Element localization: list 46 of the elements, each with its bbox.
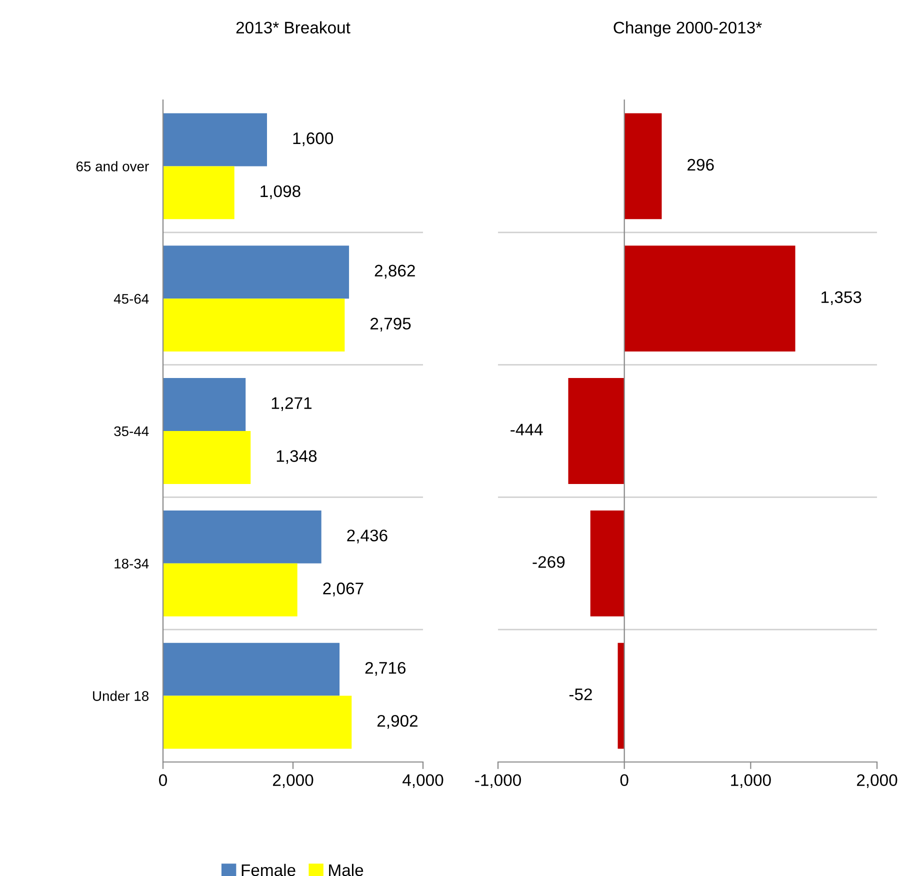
data-label: 2,067 bbox=[323, 582, 364, 596]
bar bbox=[163, 166, 234, 220]
y-tick-label: 35-44 bbox=[114, 426, 149, 436]
x-tick-label: 0 bbox=[159, 774, 167, 786]
x-tick-label: -1,000 bbox=[475, 774, 521, 788]
data-label: 1,271 bbox=[272, 397, 312, 411]
legend-label: Male bbox=[329, 864, 364, 876]
x-tick-label: 1,000 bbox=[731, 774, 771, 788]
data-label: -269 bbox=[532, 556, 565, 568]
bar bbox=[163, 696, 352, 749]
data-label: 1,600 bbox=[293, 132, 334, 146]
data-label: -444 bbox=[510, 424, 543, 436]
bar bbox=[163, 113, 267, 166]
y-tick-label: 65 and over bbox=[76, 161, 149, 172]
data-label: 2,436 bbox=[347, 530, 388, 544]
data-label: 1,353 bbox=[822, 291, 862, 306]
bar bbox=[163, 298, 345, 352]
data-label: 2,902 bbox=[377, 714, 418, 729]
y-tick-label: Under 18 bbox=[93, 690, 149, 701]
bar bbox=[163, 246, 350, 299]
data-label: 1,348 bbox=[276, 450, 317, 464]
y-tick-label: 18-34 bbox=[114, 558, 149, 569]
bar bbox=[568, 378, 624, 484]
bar bbox=[163, 642, 340, 696]
x-tick-label: 2,000 bbox=[856, 774, 898, 788]
bar bbox=[163, 431, 251, 484]
data-label: 2,716 bbox=[365, 662, 406, 676]
data-label: 2,862 bbox=[374, 264, 415, 279]
chart-title: Change 2000-2013* bbox=[614, 21, 762, 37]
bar bbox=[163, 510, 322, 564]
legend-label: Female bbox=[242, 864, 296, 876]
x-tick-label: 4,000 bbox=[402, 774, 444, 788]
bar bbox=[590, 510, 624, 616]
chart-title: 2013* Breakout bbox=[236, 21, 350, 34]
data-label: 2,795 bbox=[370, 318, 411, 332]
bar bbox=[163, 563, 298, 616]
bar bbox=[624, 246, 796, 352]
bar bbox=[163, 378, 246, 431]
data-label: 296 bbox=[688, 158, 714, 171]
data-label: -52 bbox=[569, 688, 592, 700]
x-tick-label: 2,000 bbox=[272, 774, 314, 788]
x-tick-label: 0 bbox=[620, 774, 628, 786]
bar bbox=[618, 642, 624, 749]
y-tick-label: 45-64 bbox=[114, 294, 149, 304]
bar bbox=[624, 113, 662, 220]
data-label: 1,098 bbox=[260, 185, 300, 200]
